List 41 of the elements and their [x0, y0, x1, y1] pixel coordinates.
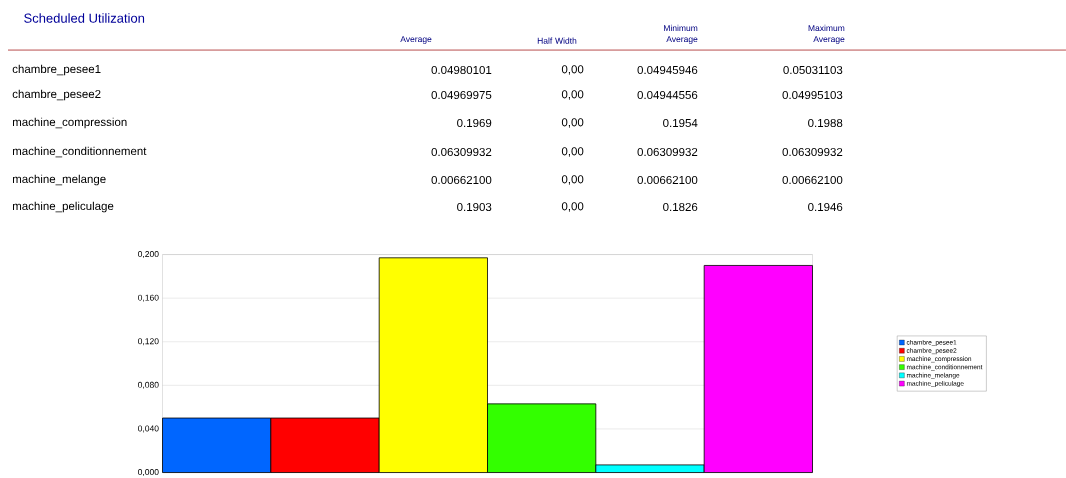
text: Half Width	[537, 37, 577, 44]
text: 0.1826	[663, 202, 698, 212]
text: 0,00	[561, 202, 584, 212]
text: 0.1903	[457, 202, 492, 212]
text: 0.1946	[808, 202, 843, 212]
text: machine_peliculage	[12, 201, 114, 213]
text: chambre_pesee1	[12, 64, 101, 76]
text: 0,00	[561, 90, 584, 100]
text: 0.04945946	[637, 65, 698, 75]
text: 0.00662100	[431, 175, 492, 185]
text: machine_melange	[12, 174, 106, 186]
text: 0.1969	[457, 118, 492, 128]
text: 0.04995103	[782, 90, 843, 100]
text: 0,00	[561, 118, 584, 128]
text: machine_compression	[12, 117, 127, 129]
text: 0.04944556	[637, 90, 698, 100]
text: 0.04980101	[431, 65, 492, 75]
y-tick-label: 0,120	[138, 338, 159, 346]
y-tick-label: 0,040	[138, 425, 159, 433]
text: Maximum Average	[808, 24, 845, 44]
text: 0.1954	[663, 118, 698, 128]
y-tick-label: 0,160	[138, 294, 159, 302]
text: 0,00	[561, 147, 584, 157]
text: 0.04969975	[431, 90, 492, 100]
text: Average	[400, 36, 432, 44]
text: 0.05031103	[783, 65, 843, 75]
y-tick-label: 0,080	[138, 381, 159, 389]
text: 0.1988	[808, 118, 843, 128]
chart-title: Scheduled Utilization	[24, 13, 145, 23]
text: 0.06309932	[431, 147, 492, 157]
text: Minimum Average	[664, 24, 698, 44]
text: machine_conditionnement	[12, 146, 147, 158]
text: 0.00662100	[637, 175, 698, 185]
y-tick-label: 0,000	[138, 469, 159, 477]
y-tick-label: 0,200	[138, 251, 159, 259]
text: 0,00	[561, 65, 584, 75]
text: 0.06309932	[782, 147, 843, 157]
text: 0,00	[561, 175, 584, 185]
text: chambre_pesee2	[12, 89, 101, 101]
text: 0.00662100	[782, 175, 843, 185]
text: 0.06309932	[637, 147, 698, 157]
